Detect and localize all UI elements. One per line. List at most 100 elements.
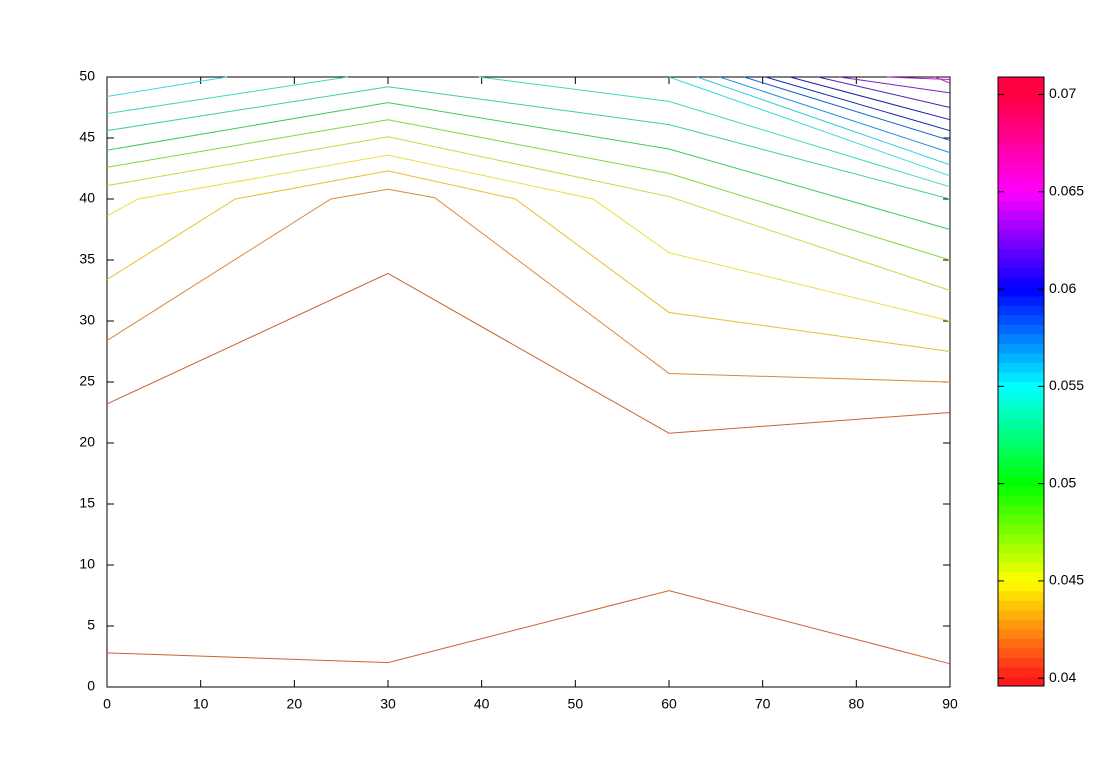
colorbar-band xyxy=(998,248,1044,259)
colorbar-band xyxy=(998,666,1044,677)
colorbar-frame xyxy=(997,76,1045,687)
x-tick-label: 60 xyxy=(661,696,677,712)
colorbar-band xyxy=(998,429,1044,440)
colorbar-band xyxy=(998,305,1044,316)
colorbar-band xyxy=(998,391,1044,402)
contour-line xyxy=(106,272,951,434)
colorbar-band xyxy=(998,647,1044,658)
colorbar-band xyxy=(998,105,1044,116)
colorbar-band xyxy=(998,562,1044,573)
colorbar-band xyxy=(998,590,1044,601)
y-tick-label: 25 xyxy=(79,373,95,389)
contour-line xyxy=(106,119,951,261)
colorbar-tick-label: 0.045 xyxy=(1049,572,1084,588)
y-tick-label: 0 xyxy=(87,678,95,694)
y-tick-label: 15 xyxy=(79,495,95,511)
plot-frame xyxy=(106,76,951,688)
colorbar-tick-label: 0.05 xyxy=(1049,474,1076,490)
colorbar-band xyxy=(998,438,1044,449)
contour-line xyxy=(106,76,951,188)
colorbar-band xyxy=(998,77,1044,88)
contour-line xyxy=(743,76,951,141)
colorbar-band xyxy=(998,619,1044,630)
colorbar-band xyxy=(998,219,1044,230)
contour-line xyxy=(934,76,951,84)
colorbar-band xyxy=(998,134,1044,145)
colorbar-band xyxy=(998,172,1044,183)
colorbar-band xyxy=(998,495,1044,506)
colorbar-band xyxy=(998,124,1044,135)
colorbar-band xyxy=(998,581,1044,592)
y-tick-label: 35 xyxy=(79,251,95,267)
x-tick-label: 0 xyxy=(103,696,111,712)
contour-line xyxy=(789,76,951,121)
colorbar-band xyxy=(998,524,1044,535)
x-tick-label: 90 xyxy=(942,696,958,712)
colorbar-band xyxy=(998,191,1044,202)
colorbar-band xyxy=(998,533,1044,544)
colorbar-band xyxy=(998,257,1044,268)
colorbar-band xyxy=(998,153,1044,164)
colorbar-band xyxy=(998,210,1044,221)
colorbar-band xyxy=(998,352,1044,363)
colorbar-band xyxy=(998,448,1044,459)
colorbar-band xyxy=(998,505,1044,516)
contour-line xyxy=(765,76,951,132)
colorbar-band xyxy=(998,419,1044,430)
colorbar-band xyxy=(998,400,1044,411)
colorbar-tick-label: 0.055 xyxy=(1049,377,1084,393)
colorbar-band xyxy=(998,676,1044,687)
colorbar-band xyxy=(998,162,1044,173)
colorbar-band xyxy=(998,638,1044,649)
contour-line xyxy=(106,136,951,291)
contour-line xyxy=(106,154,951,322)
colorbar-band xyxy=(998,200,1044,211)
colorbar-band xyxy=(998,181,1044,192)
y-tick-label: 45 xyxy=(79,129,95,145)
x-tick-label: 20 xyxy=(287,696,303,712)
colorbar-band xyxy=(998,333,1044,344)
colorbar-band xyxy=(998,600,1044,611)
x-tick-label: 30 xyxy=(380,696,396,712)
colorbar-band xyxy=(998,86,1044,97)
y-tick-label: 20 xyxy=(79,434,95,450)
y-tick-label: 30 xyxy=(79,312,95,328)
contour-line xyxy=(719,76,951,154)
colorbar-band xyxy=(998,286,1044,297)
colorbar-tick-label: 0.04 xyxy=(1049,669,1076,685)
colorbar-tick-label: 0.06 xyxy=(1049,280,1076,296)
colorbar-band xyxy=(998,295,1044,306)
y-tick-label: 50 xyxy=(79,68,95,84)
colorbar-band xyxy=(998,410,1044,421)
contour-line xyxy=(106,170,951,352)
x-tick-label: 50 xyxy=(568,696,584,712)
colorbar-band xyxy=(998,657,1044,668)
colorbar-tick-label: 0.07 xyxy=(1049,85,1076,101)
colorbar-band xyxy=(998,514,1044,525)
colorbar-band xyxy=(998,486,1044,497)
colorbar-band xyxy=(998,267,1044,278)
colorbar-band xyxy=(998,324,1044,335)
contour-line xyxy=(106,188,951,383)
contour-line xyxy=(839,76,951,94)
colorbar-band xyxy=(998,276,1044,287)
contour-line xyxy=(106,590,951,665)
y-tick-label: 5 xyxy=(87,617,95,633)
colorbar-band xyxy=(998,381,1044,392)
contour-line xyxy=(696,76,951,166)
x-tick-label: 80 xyxy=(849,696,865,712)
colorbar-band xyxy=(998,552,1044,563)
colorbar-band xyxy=(998,476,1044,487)
contour-line xyxy=(106,102,951,230)
colorbar-band xyxy=(998,362,1044,373)
colorbar-band xyxy=(998,143,1044,154)
x-tick-label: 10 xyxy=(193,696,209,712)
contour-line xyxy=(106,86,951,200)
colorbar xyxy=(998,77,1044,687)
colorbar-band xyxy=(998,238,1044,249)
colorbar-band xyxy=(998,229,1044,240)
colorbar-band xyxy=(998,609,1044,620)
colorbar-band xyxy=(998,371,1044,382)
y-tick-label: 40 xyxy=(79,190,95,206)
